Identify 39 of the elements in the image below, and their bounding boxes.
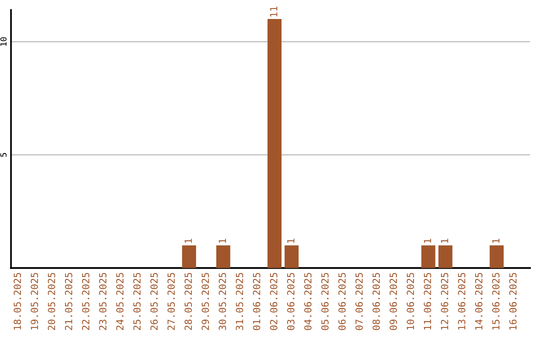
x-tick-label: 20.05.2025: [48, 272, 56, 330]
x-tick-label: 06.06.2025: [338, 272, 346, 330]
x-tick-label: 19.05.2025: [30, 272, 38, 330]
x-tick-label: 16.06.2025: [509, 272, 517, 330]
data-label: 1: [287, 238, 294, 243]
x-tick-label: 08.06.2025: [372, 272, 380, 330]
data-label: 1: [218, 238, 226, 243]
x-tick-label: 31.05.2025: [236, 272, 244, 330]
data-label: 1: [424, 238, 432, 243]
x-tick-label: 22.05.2025: [82, 272, 90, 330]
x-tick-label: 30.05.2025: [218, 272, 226, 330]
data-label: 1: [184, 238, 192, 243]
x-tick-label: 24.05.2025: [116, 272, 124, 330]
x-tick-label: 23.05.2025: [99, 272, 106, 330]
x-tick-label: 01.06.2025: [252, 272, 260, 330]
x-tick-label: 05.06.2025: [321, 272, 329, 330]
x-tick-label: 07.06.2025: [355, 272, 363, 330]
x-tick-label: 11.06.2025: [424, 272, 432, 330]
y-tick-label: 10: [0, 37, 7, 46]
y-tick-label: 5: [0, 153, 7, 157]
x-tick-label: 10.06.2025: [406, 272, 414, 330]
x-tick-label: 15.06.2025: [492, 272, 500, 330]
x-tick-label: 28.05.2025: [184, 272, 192, 330]
x-tick-label: 04.06.2025: [304, 272, 312, 330]
x-tick-label: 21.05.2025: [64, 272, 72, 330]
x-tick-label: 12.06.2025: [440, 272, 448, 330]
data-label: 1: [441, 238, 448, 243]
data-label: 11: [270, 6, 278, 16]
data-label: 1: [492, 238, 500, 243]
x-tick-label: 25.05.2025: [133, 272, 141, 330]
x-tick-label: 09.06.2025: [390, 272, 397, 330]
x-tick-label: 29.05.2025: [202, 272, 210, 330]
x-tick-label: 02.06.2025: [270, 272, 278, 330]
x-tick-label: 18.05.2025: [14, 272, 22, 330]
x-tick-label: 27.05.2025: [167, 272, 175, 330]
x-tick-label: 26.05.2025: [150, 272, 158, 330]
x-tick-label: 14.06.2025: [475, 272, 482, 330]
x-tick-label: 13.06.2025: [458, 272, 466, 330]
x-tick-label: 03.06.2025: [287, 272, 294, 330]
